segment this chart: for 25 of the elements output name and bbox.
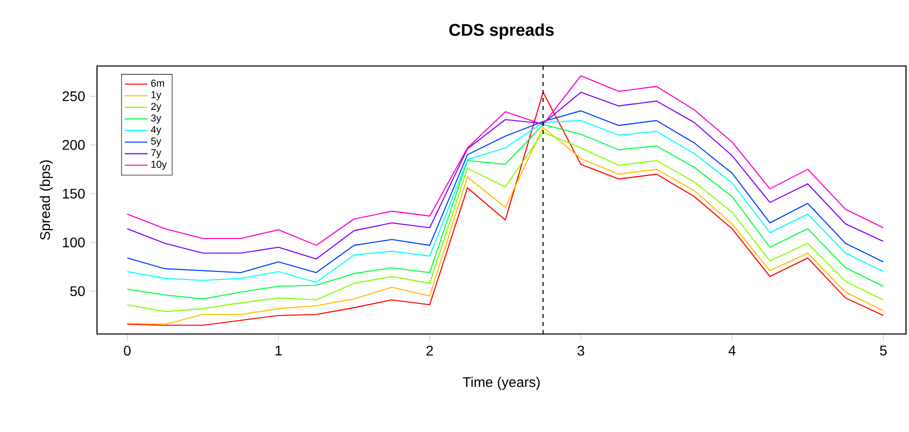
x-tick-label: 0 — [124, 346, 131, 356]
x-tick-label: 1 — [276, 346, 282, 356]
x-tick-label: 3 — [578, 346, 584, 356]
legend-label: 7y — [151, 149, 162, 158]
chart-title: CDS spreads — [449, 23, 554, 40]
legend-label: 3y — [151, 114, 162, 124]
x-tick-label: 4 — [728, 346, 736, 356]
x-tick-label: 2 — [426, 346, 433, 356]
x-axis-title: Time (years) — [462, 376, 540, 390]
legend-label: 2y — [151, 102, 162, 112]
legend-label: 10y — [151, 160, 167, 170]
line-series — [126, 75, 884, 246]
y-tick-label: 150 — [63, 188, 85, 199]
y-tick-label: 250 — [62, 91, 85, 102]
line-series — [126, 92, 884, 260]
legend-label: 4y — [150, 126, 162, 136]
y-tick-label: 100 — [63, 237, 85, 248]
legend-label: 1y — [151, 91, 162, 100]
legend-label: 5y — [151, 138, 162, 147]
line-series — [126, 92, 884, 326]
x-tick-label: 5 — [880, 346, 887, 356]
y-axis-title: Spread (bps) — [40, 160, 53, 240]
y-tick-label: 50 — [70, 286, 85, 296]
y-tick-label: 200 — [62, 140, 85, 150]
legend-label: 6m — [151, 80, 164, 87]
